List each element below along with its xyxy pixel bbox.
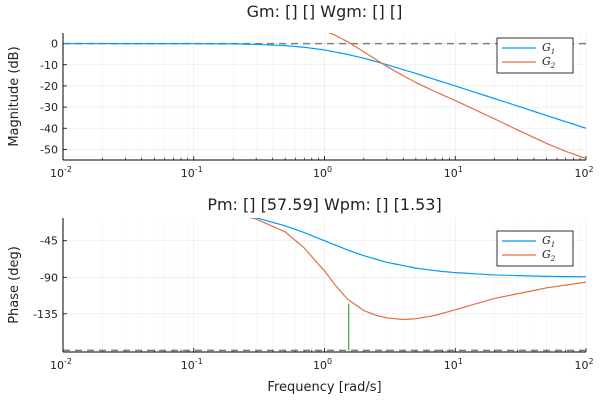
x-tick-label: 102 — [574, 357, 593, 372]
x-tick-label: 101 — [444, 165, 463, 180]
x-tick-label: 10-1 — [181, 165, 203, 180]
series-line-G2 — [327, 33, 586, 160]
series-line-G1 — [63, 42, 586, 129]
y-tick-label: -45 — [40, 235, 58, 248]
y-axis-label: Phase (deg) — [7, 246, 22, 324]
x-tick-label: 10-1 — [181, 357, 203, 372]
x-tick-label: 101 — [444, 357, 463, 372]
plot-panels: 10-2 10-1 100 101 102 0 -10 -20 -30 -40 -50 Gm: [] … — [7, 2, 594, 395]
legend-label: G2 — [542, 55, 556, 70]
legend-label: G2 — [542, 248, 556, 263]
y-tick-label: -90 — [40, 271, 58, 284]
x-tick-label: 102 — [574, 165, 593, 180]
y-tick-label: -135 — [33, 308, 58, 321]
x-tick-label: 100 — [313, 165, 332, 180]
x-tick-label: 10-2 — [50, 165, 72, 180]
series-line-G1 — [254, 218, 586, 278]
panel-magnitude: 10-2 10-1 100 101 102 0 -10 -20 -30 -40 -50 Gm: [] … — [7, 2, 594, 180]
x-tick-label: 10-2 — [50, 357, 72, 372]
y-tick-label: -30 — [40, 101, 58, 114]
series-line-G2 — [248, 218, 586, 321]
y-tick-label: -10 — [40, 59, 58, 72]
y-tick-label: 0 — [51, 38, 58, 51]
legend-box — [496, 230, 574, 267]
legend-label: G1 — [542, 41, 555, 56]
x-axis-label: Frequency [rad/s] — [267, 380, 381, 395]
panel-phase: 10-2 10-1 100 101 102 -45 -90 -135 Pm: [] [57.59… — [7, 195, 594, 395]
legend-label: G1 — [542, 234, 555, 249]
x-tick-label: 100 — [313, 357, 332, 372]
y-tick-label: -20 — [40, 80, 58, 93]
y-tick-label: -50 — [40, 143, 58, 156]
chart-title: Gm: [] [] Wgm: [] [] — [247, 2, 403, 21]
y-tick-label: -40 — [40, 122, 58, 135]
legend-box — [496, 37, 574, 74]
y-axis-label: Magnitude (dB) — [7, 46, 22, 146]
chart-title: Pm: [] [57.59] Wpm: [] [1.53] — [207, 195, 441, 214]
